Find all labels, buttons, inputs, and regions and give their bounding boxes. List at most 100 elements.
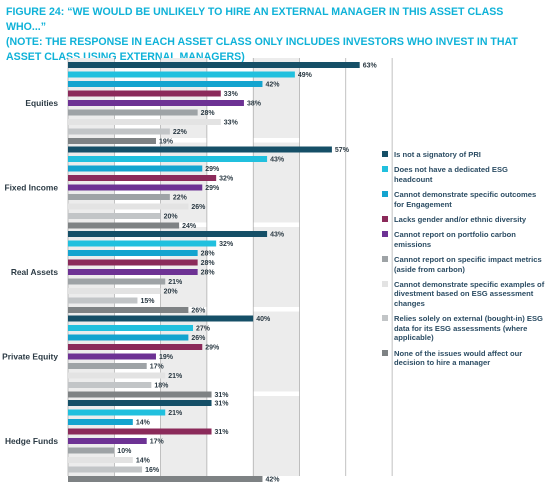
data-label: 57%	[335, 147, 350, 154]
data-label: 14%	[136, 419, 151, 426]
bar	[68, 278, 166, 285]
grid-band	[68, 396, 115, 476]
bar	[68, 175, 217, 181]
bars	[68, 62, 360, 482]
bar	[68, 288, 161, 294]
data-labels: 63%49%42%33%38%28%33%22%19%57%43%29%32%2…	[117, 62, 377, 483]
legend-swatch	[382, 256, 388, 263]
data-label: 33%	[224, 91, 239, 98]
category-label: Fixed Income	[4, 183, 58, 193]
data-label: 32%	[219, 241, 234, 248]
chart-title: FIGURE 24: “WE WOULD BE UNLIKELY TO HIRE…	[6, 5, 546, 65]
data-label: 32%	[219, 175, 234, 182]
grid-band	[160, 58, 207, 138]
bar	[68, 90, 221, 97]
grid-band	[253, 396, 300, 476]
legend-item: Is not a signatory of PRI	[382, 150, 546, 159]
bar	[68, 222, 180, 229]
legend-swatch	[382, 166, 388, 173]
data-label: 33%	[224, 119, 239, 126]
data-label: 31%	[215, 400, 230, 407]
bar	[68, 100, 244, 106]
data-label: 42%	[265, 81, 280, 88]
grid-band	[253, 142, 300, 223]
grid-band	[160, 227, 207, 307]
legend-label: Cannot demonstrate specific outcomes for…	[394, 190, 537, 209]
legend-label: Cannot demonstrate specific examples of …	[394, 280, 545, 308]
data-label: 43%	[270, 156, 285, 163]
data-label: 28%	[201, 269, 216, 276]
data-label: 49%	[298, 72, 313, 79]
data-label: 21%	[168, 410, 183, 417]
data-label: 21%	[168, 279, 183, 286]
bar	[68, 71, 295, 78]
legend-item: Relies solely on external (bought-in) ES…	[382, 314, 546, 342]
legend-item: Lacks gender and/or ethnic diversity	[382, 215, 546, 224]
bar	[68, 382, 152, 388]
data-label: 29%	[205, 166, 220, 173]
bar	[68, 128, 170, 135]
bar	[68, 363, 147, 369]
data-label: 19%	[159, 354, 174, 361]
data-label: 31%	[215, 429, 230, 436]
legend-swatch	[382, 315, 388, 322]
bar	[68, 259, 198, 266]
bar	[68, 307, 189, 313]
data-label: 10%	[117, 448, 132, 455]
grid-band	[68, 142, 115, 223]
bar	[68, 156, 268, 162]
data-label: 26%	[191, 335, 206, 342]
bar	[68, 119, 221, 125]
bar	[68, 165, 203, 172]
grid-band	[68, 311, 115, 392]
data-label: 42%	[265, 476, 280, 483]
data-label: 29%	[205, 185, 220, 192]
data-label: 17%	[150, 438, 165, 445]
data-label: 19%	[159, 138, 174, 145]
legend-label: Is not a signatory of PRI	[394, 150, 481, 159]
data-label: 43%	[270, 231, 285, 238]
grid-band	[253, 311, 300, 392]
data-label: 28%	[201, 250, 216, 257]
bar	[68, 138, 156, 144]
data-label: 28%	[201, 110, 216, 117]
legend-item: Does not have a dedicated ESG headcount	[382, 165, 546, 184]
legend-swatch	[382, 151, 388, 157]
bar	[68, 203, 189, 210]
legend-item: Cannot demonstrate specific examples of …	[382, 280, 546, 308]
bar	[68, 297, 138, 304]
legend-item: Cannot demonstrate specific outcomes for…	[382, 190, 546, 209]
legend-swatch	[382, 191, 388, 198]
data-label: 40%	[256, 316, 271, 323]
grid-band	[253, 58, 300, 138]
grid-band	[68, 58, 115, 138]
grid-band	[160, 311, 207, 392]
bar	[68, 334, 189, 341]
legend-label: Cannot report on specific impact metrics…	[394, 255, 542, 274]
data-label: 18%	[154, 382, 169, 389]
data-label: 28%	[201, 260, 216, 267]
chart-title-line-1: FIGURE 24: “WE WOULD BE UNLIKELY TO HIRE…	[6, 6, 504, 33]
legend-swatch	[382, 281, 388, 288]
bar	[68, 325, 194, 331]
data-label: 26%	[191, 204, 206, 211]
bar	[68, 269, 198, 275]
bar	[68, 231, 268, 237]
legend-label: Relies solely on external (bought-in) ES…	[394, 314, 543, 343]
data-label: 15%	[140, 298, 155, 305]
bar	[68, 353, 156, 360]
data-label: 21%	[168, 373, 183, 380]
bar	[68, 438, 147, 444]
data-label: 14%	[136, 457, 151, 464]
bar	[68, 315, 254, 322]
legend-label: Lacks gender and/or ethnic diversity	[394, 215, 527, 225]
bar	[68, 466, 143, 473]
grid-band	[253, 227, 300, 307]
bar	[68, 391, 212, 398]
category-labels: Equities Fixed Income Real Assets Private E…	[2, 98, 58, 446]
data-label: 20%	[164, 213, 179, 220]
bar	[68, 419, 133, 425]
legend-item: Cannot report on portfolio carbon emissi…	[382, 230, 546, 249]
data-label: 26%	[191, 307, 206, 314]
